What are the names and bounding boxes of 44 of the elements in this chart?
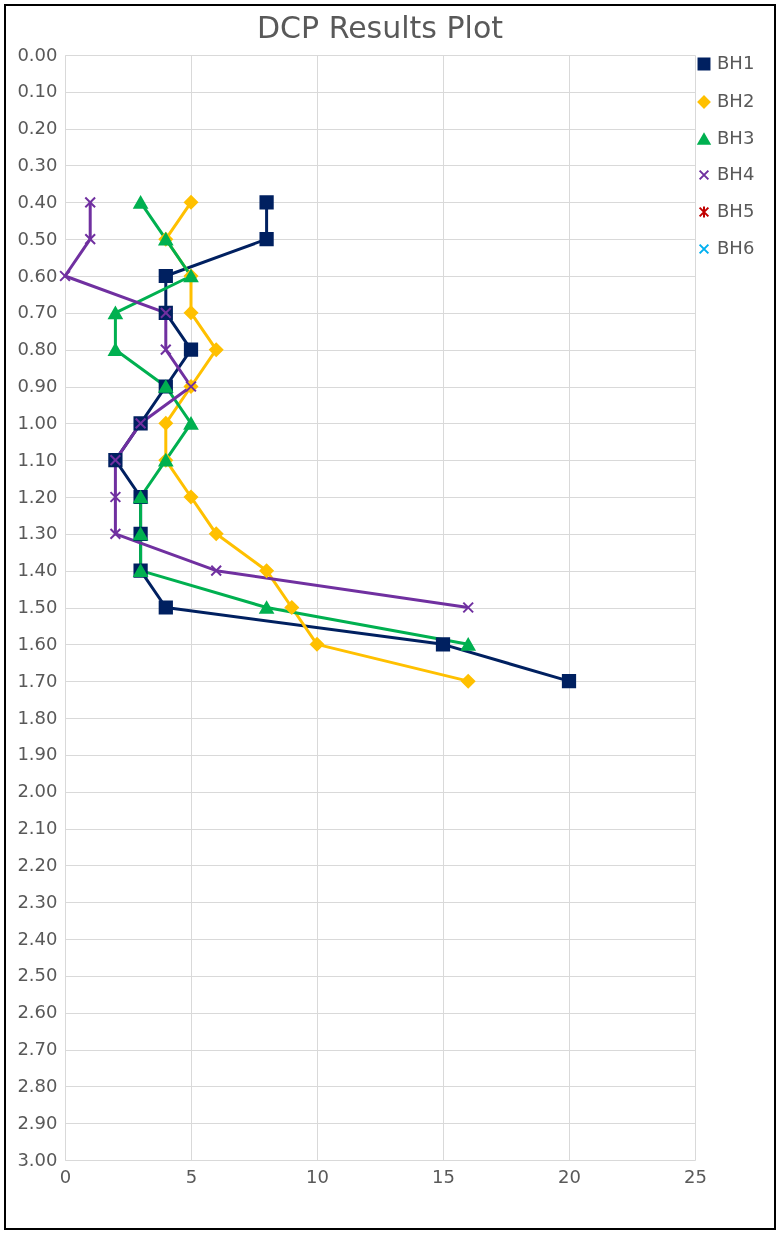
y-tick-label: 0.30 [17, 154, 58, 175]
y-tick-label: 0.10 [17, 80, 58, 102]
y-tick-label: 2.80 [17, 1074, 58, 1096]
legend-label: BH5 [717, 200, 755, 221]
y-tick-label: 0.40 [17, 190, 58, 212]
y-tick-label: 1.50 [17, 596, 58, 617]
x-tick-label: 10 [306, 1165, 329, 1187]
chart-title: DCP Results Plot [256, 10, 504, 45]
x-tick-label: 20 [558, 1165, 581, 1187]
y-tick-label: 0.20 [17, 117, 58, 139]
y-tick-label: 2.60 [17, 1001, 58, 1023]
legend-label: BH3 [717, 127, 755, 148]
x-tick-label: 0 [59, 1165, 72, 1187]
y-tick-label: 2.70 [17, 1038, 58, 1059]
y-tick-label: 0.80 [17, 338, 58, 360]
y-tick-label: 0.50 [17, 227, 58, 249]
x-tick-label: 15 [432, 1165, 455, 1187]
y-tick-label: 1.60 [17, 632, 58, 654]
y-tick-label: 2.10 [17, 817, 58, 838]
y-tick-label: 1.80 [17, 706, 58, 728]
y-tick-label: 2.90 [17, 1111, 58, 1133]
x-tick-label: 25 [684, 1165, 707, 1187]
y-tick-label: 1.00 [17, 411, 58, 433]
y-tick-label: 2.50 [17, 964, 58, 986]
y-tick-label: 1.70 [17, 669, 58, 691]
legend-label: BH2 [717, 90, 755, 111]
legend-label: BH6 [717, 237, 755, 258]
y-tick-label: 2.40 [17, 927, 58, 949]
y-tick-label: 1.30 [17, 522, 58, 544]
y-tick-label: 2.20 [17, 853, 58, 875]
y-tick-label: 2.00 [17, 780, 58, 802]
legend-label: BH4 [717, 163, 755, 184]
y-tick-label: 0.90 [17, 375, 58, 396]
x-tick-label: 5 [185, 1165, 198, 1187]
y-tick-label: 3.00 [17, 1148, 58, 1170]
y-tick-label: 1.20 [17, 485, 58, 507]
y-tick-label: 0.00 [17, 43, 58, 65]
y-tick-label: 1.40 [17, 559, 58, 581]
y-tick-label: 2.30 [17, 890, 58, 912]
y-tick-label: 0.70 [17, 301, 58, 323]
legend-label: BH1 [717, 52, 755, 73]
y-tick-label: 1.90 [17, 743, 58, 765]
y-tick-label: 0.60 [17, 264, 58, 286]
y-tick-label: 1.10 [17, 448, 58, 470]
